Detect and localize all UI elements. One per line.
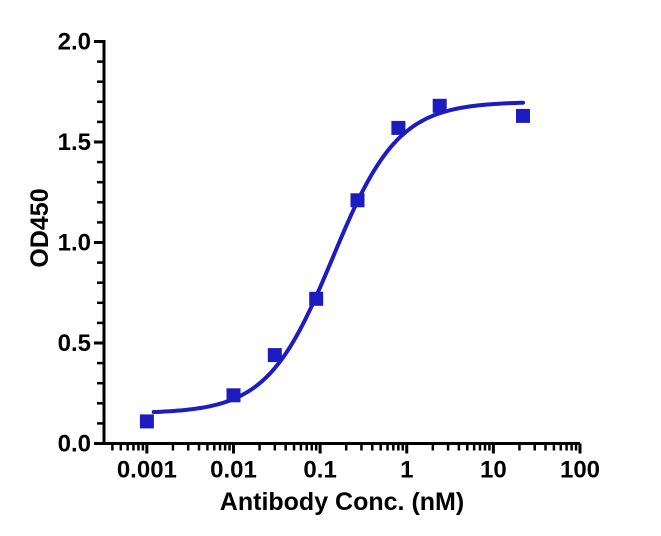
x-tick-label: 1 [400, 457, 413, 484]
data-points-layer [139, 98, 530, 429]
tick-labels-group: 0.0 0.5 1.0 1.5 2.0 0.001 0.01 0.1 1 10 100 [58, 29, 600, 484]
y-tick-label: 1.5 [58, 129, 91, 156]
data-point-marker [432, 98, 447, 113]
x-tick-label: 10 [480, 457, 507, 484]
x-tick-label: 0.001 [117, 457, 177, 484]
ticks-group [94, 40, 582, 454]
x-tick-label: 100 [560, 457, 600, 484]
data-point-marker [226, 388, 241, 403]
data-point-marker [391, 120, 406, 135]
y-tick-label: 0.0 [58, 431, 91, 458]
data-point-marker [516, 108, 530, 123]
y-axis-title: OD450 [26, 188, 54, 267]
y-tick-label: 0.5 [58, 330, 91, 357]
fit-curve-layer [151, 100, 526, 415]
x-tick-label: 0.01 [210, 457, 257, 484]
data-point-marker [267, 348, 282, 363]
fit-curve [151, 100, 526, 415]
x-tick-label: 0.1 [303, 457, 336, 484]
data-point-marker [309, 291, 324, 306]
data-point-marker [350, 193, 365, 208]
x-axis-title: Antibody Conc. (nM) [220, 488, 464, 516]
y-tick-label: 1.0 [58, 230, 91, 257]
data-point-marker [139, 414, 154, 429]
y-tick-label: 2.0 [58, 29, 91, 56]
